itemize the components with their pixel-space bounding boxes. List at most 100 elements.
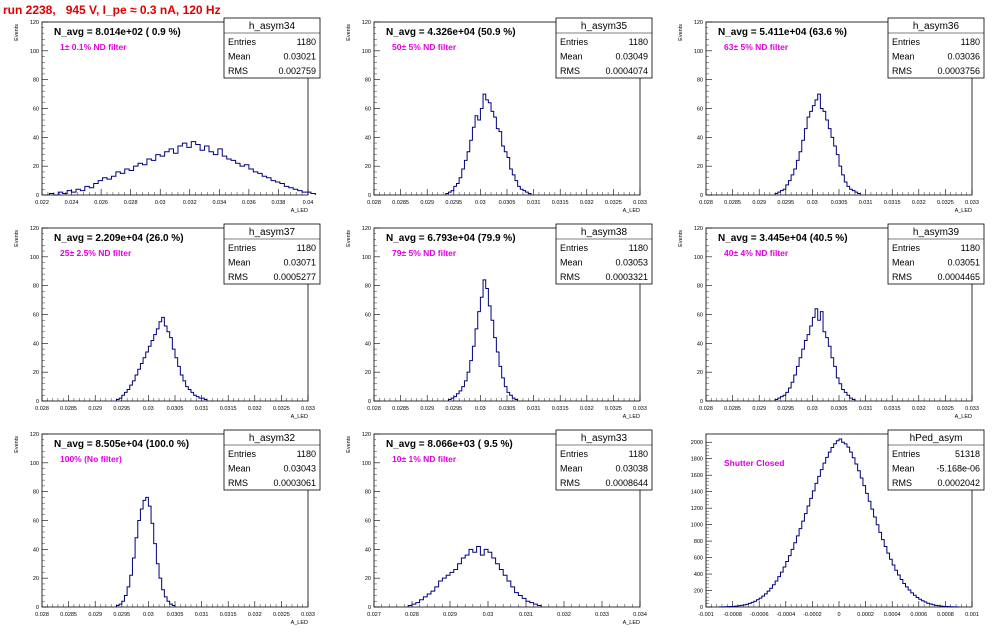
histogram-bar [802, 521, 805, 607]
y-axis-label: Events [678, 24, 684, 41]
x-tick-label: 0.029 [88, 612, 102, 618]
avg-label: N_avg = 3.445e+04 (40.5 %) [718, 233, 848, 244]
histogram-bar [483, 280, 486, 401]
stat-label-entries: Entries [228, 449, 257, 459]
histogram-outline [408, 546, 541, 607]
histogram-bar [804, 514, 807, 607]
y-tick-label: 600 [694, 556, 703, 562]
x-axis-label: A_LED [623, 208, 640, 214]
histogram-bar [267, 178, 271, 195]
x-tick-label: 0.028 [699, 406, 713, 412]
avg-label: N_avg = 8.014e+02 ( 0.9 %) [54, 27, 181, 38]
x-tick-label: 0.0305 [167, 406, 184, 412]
histogram-bar [262, 176, 266, 195]
stat-value-mean: 0.03071 [283, 258, 316, 268]
histogram-bar [249, 169, 253, 195]
y-tick-label: 0 [368, 399, 371, 405]
histogram-bar [884, 547, 887, 607]
x-tick-label: 0.028 [124, 200, 138, 206]
histogram-bar [107, 179, 111, 195]
x-axis-label: A_LED [291, 414, 308, 420]
histogram-outline [446, 94, 531, 195]
x-tick-label: 0.0315 [884, 200, 901, 206]
x-tick-label: 0.04 [303, 200, 314, 206]
histogram-bar [491, 111, 494, 195]
y-tick-label: 120 [362, 20, 371, 26]
y-tick-label: 0 [700, 399, 703, 405]
histogram-bar [526, 601, 530, 607]
run-title: run 2238, 945 V, I_pe ≈ 0.3 nA, 120 Hz [3, 3, 221, 17]
y-tick-label: 100 [362, 461, 371, 467]
histogram-bar [858, 471, 861, 607]
histogram-bar [530, 603, 534, 607]
histogram-bar [416, 603, 420, 607]
histogram-bar [480, 109, 483, 196]
histogram-bar [836, 441, 839, 607]
histogram-bar [258, 173, 262, 195]
x-tick-label: 0.0325 [273, 406, 290, 412]
histogram-bar [156, 155, 160, 195]
x-tick-label: 0.0305 [499, 406, 516, 412]
x-tick-label: 0.031 [527, 406, 541, 412]
x-tick-label: 0.0285 [724, 200, 741, 206]
x-axis-label: A_LED [955, 208, 972, 214]
x-tick-label: 0.03 [143, 612, 154, 618]
histogram-bar [275, 182, 279, 195]
y-tick-label: 120 [362, 432, 371, 438]
x-tick-label: 0.029 [752, 200, 766, 206]
y-tick-label: 60 [365, 313, 371, 319]
histogram-outline [775, 309, 855, 401]
histogram-bar [146, 352, 149, 401]
stat-value-rms: 0.0005277 [273, 272, 316, 282]
histogram-bar [812, 491, 815, 607]
histogram-bar [111, 176, 115, 195]
histogram-bar [98, 181, 102, 195]
y-tick-label: 80 [365, 490, 371, 496]
y-tick-label: 0 [700, 193, 703, 199]
y-tick-label: 40 [33, 341, 39, 347]
x-tick-label: 0.024 [65, 200, 79, 206]
histogram-bar [142, 165, 146, 195]
x-tick-label: 0.033 [301, 406, 315, 412]
x-tick-label: -0.0006 [750, 612, 769, 618]
histogram-bar [160, 156, 164, 195]
y-tick-label: 120 [30, 432, 39, 438]
x-tick-label: 0.027 [367, 612, 381, 618]
y-tick-label: 20 [697, 164, 703, 170]
x-tick-label: 0.0008 [937, 612, 954, 618]
avg-label: N_avg = 8.066e+03 ( 9.5 %) [386, 439, 513, 450]
histogram-bar [780, 572, 783, 607]
histogram-bar [469, 549, 473, 607]
x-tick-label: 0.032 [248, 406, 262, 412]
stat-label-entries: Entries [228, 37, 257, 47]
x-tick-label: -0.0008 [723, 612, 742, 618]
y-tick-label: 60 [33, 313, 39, 319]
x-tick-label: 0.032 [557, 612, 571, 618]
stat-label-entries: Entries [560, 37, 589, 47]
stat-value-rms: 0.0002042 [937, 478, 980, 488]
stat-value-mean: 0.03051 [947, 258, 980, 268]
histogram-bar [860, 478, 863, 607]
y-axis-label: Events [346, 230, 352, 247]
histogram-bar [879, 532, 882, 607]
x-tick-label: 0.0315 [220, 406, 237, 412]
stat-label-rms: RMS [560, 272, 580, 282]
stat-label-entries: Entries [892, 37, 921, 47]
y-tick-label: 40 [365, 135, 371, 141]
x-tick-label: 0.0295 [445, 200, 462, 206]
histogram-bar [863, 486, 866, 607]
x-tick-label: 0.034 [212, 200, 226, 206]
x-tick-label: 0.0285 [60, 612, 77, 618]
stat-value-rms: 0.0004074 [605, 66, 648, 76]
x-tick-label: 0.032 [912, 406, 926, 412]
histogram-outline [775, 94, 860, 195]
histogram-bar [818, 476, 821, 607]
histogram-bar [423, 597, 427, 607]
histogram-bar [134, 166, 138, 195]
x-tick-label: 0.0325 [273, 612, 290, 618]
y-tick-label: 20 [697, 370, 703, 376]
x-tick-label: 0.03 [143, 406, 154, 412]
histogram-bar [143, 358, 146, 401]
